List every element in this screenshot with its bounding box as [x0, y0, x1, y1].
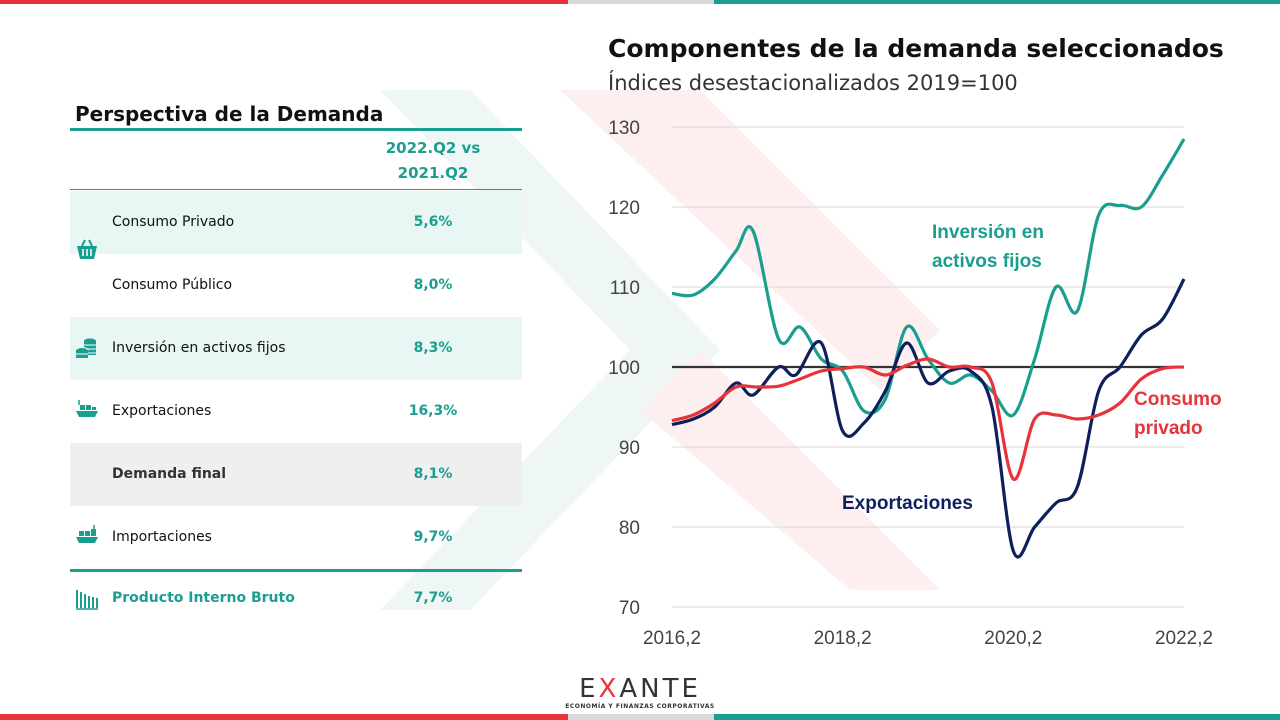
watermark-x-icon — [380, 90, 940, 610]
logo-tagline: ECONOMÍA Y FINANZAS CORPORATIVAS — [565, 703, 715, 710]
table-row: Demanda final 8,1% — [70, 443, 522, 506]
top-accent-bar-red — [0, 0, 568, 4]
series-label: privado — [1134, 418, 1203, 439]
row-value: 9,7% — [413, 529, 453, 545]
table-title-underline — [70, 128, 522, 131]
top-accent-bar-teal — [714, 0, 1280, 4]
y-tick-label: 120 — [608, 198, 640, 219]
row-value: 16,3% — [408, 403, 458, 419]
row-label: Consumo Privado — [112, 214, 235, 230]
y-tick-label: 90 — [619, 438, 640, 459]
table-column-header: 2022.Q2 vs 2021.Q2 — [385, 139, 481, 182]
table-footer-divider — [70, 569, 522, 572]
row-label: Demanda final — [112, 466, 227, 482]
series-label: Consumo — [1134, 389, 1222, 410]
coins-icon — [75, 338, 96, 358]
bottom-accent-bar-red — [0, 714, 568, 720]
row-label: Consumo Público — [112, 277, 233, 293]
y-tick-label: 70 — [619, 598, 640, 619]
cargo-ship-icon — [76, 525, 98, 543]
chart-title: Componentes de la demanda seleccionados — [608, 34, 1224, 63]
bottom-accent-bar-teal — [714, 714, 1280, 720]
table-row: Consumo Público 8,0% — [70, 254, 522, 317]
row-value: 5,6% — [413, 214, 453, 230]
y-tick-label: 110 — [610, 278, 640, 299]
x-tick-label: 2018,2 — [814, 628, 872, 649]
series-label: activos fijos — [932, 251, 1042, 272]
row-value: 8,0% — [413, 277, 453, 293]
bottom-accent-bar-gray — [568, 714, 714, 720]
row-label: Exportaciones — [112, 403, 212, 419]
table-row: Inversión en activos fijos 8,3% — [70, 317, 522, 380]
total-value: 7,7% — [413, 590, 453, 606]
table-title: Perspectiva de la Demanda — [75, 102, 384, 126]
chart-subtitle: Índices desestacionalizados 2019=100 — [608, 71, 1018, 95]
table-row: Consumo Privado 5,6% — [70, 191, 522, 259]
x-tick-label: 2020,2 — [984, 628, 1042, 649]
total-label: Producto Interno Bruto — [112, 590, 295, 606]
y-tick-label: 100 — [608, 358, 640, 379]
row-value: 8,3% — [413, 340, 453, 356]
line-chart: 70 80 90 100 110 120 130 2016,2 2018,2 2020,2 2022… — [608, 118, 1222, 649]
y-tick-label: 130 — [608, 118, 640, 139]
top-accent-bar-gray — [568, 0, 714, 4]
exante-logo: EXANTE ECONOMÍA Y FINANZAS CORPORATIVAS — [560, 675, 720, 710]
row-label: Importaciones — [112, 529, 212, 545]
row-value: 8,1% — [413, 466, 453, 482]
row-label: Inversión en activos fijos — [112, 340, 286, 356]
bar-building-icon — [76, 590, 98, 610]
table-total-row: Producto Interno Bruto 7,7% — [70, 574, 522, 622]
table-row: Importaciones 9,7% — [70, 506, 522, 569]
series-line-consumo-privado — [671, 357, 1185, 481]
x-tick-label: 2016,2 — [643, 628, 701, 649]
table-row: Exportaciones 16,3% — [70, 380, 522, 443]
x-tick-label: 2022,2 — [1155, 628, 1213, 649]
logo-wordmark: EXANTE — [579, 674, 701, 704]
series-label: Inversión en — [932, 222, 1044, 243]
series-line-inversion-en-activos-fijos — [671, 138, 1186, 418]
cargo-ship-icon — [76, 400, 98, 417]
series-label: Exportaciones — [842, 493, 973, 514]
series-line-exportaciones — [671, 278, 1186, 559]
y-tick-label: 80 — [619, 518, 640, 539]
shopping-basket-icon — [77, 239, 97, 259]
